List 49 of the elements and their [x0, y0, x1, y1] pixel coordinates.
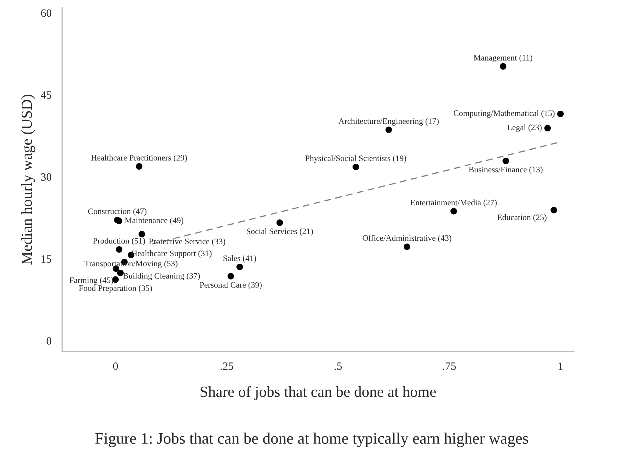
annotation: Computing/Mathematical (15): [454, 110, 555, 118]
point: [236, 264, 244, 270]
annotation: Education (25): [498, 214, 547, 222]
y-tick-label: 0: [46, 337, 52, 345]
annotation: Architecture/Engineering (17): [338, 118, 439, 126]
y-tick-label: 15: [42, 256, 52, 263]
x-axis-title: Share of jobs that can be done at home: [200, 386, 436, 400]
x-tick-label: .75: [443, 362, 456, 370]
point: [500, 63, 507, 70]
point: [228, 273, 234, 280]
point: [116, 246, 123, 253]
annotation: Personal Care (39): [200, 282, 262, 290]
annotation: Office/Administrative (43): [362, 235, 452, 243]
point: [450, 208, 458, 215]
annotation: Production (51): [93, 238, 146, 246]
point: [136, 163, 143, 170]
point: [550, 207, 558, 214]
y-tick-label: 30: [41, 174, 52, 182]
caption: Figure 1: Jobs that can be done at home typically earn higher wages: [96, 432, 528, 448]
annotation: Entertainment/Media (27): [410, 200, 497, 208]
annotation: Legal (23): [508, 124, 542, 132]
annotation: Construction (47): [88, 208, 147, 216]
annotation: Building Cleaning (37): [123, 273, 200, 281]
point: [544, 125, 552, 132]
annotation: Farming (45): [70, 277, 114, 285]
annotation: Protective Service (33): [149, 238, 226, 246]
x-tick-label: .5: [334, 362, 342, 370]
annotation: Healthcare Practitioners (29): [91, 154, 188, 162]
y-axis-title: Median hourly wage (USD): [21, 94, 36, 265]
point: [138, 231, 146, 238]
point: [117, 270, 124, 276]
x-tick-label: 1: [558, 362, 563, 370]
annotation: Food Preparation (35): [79, 285, 152, 293]
point: [276, 220, 284, 226]
annotation: Maintenance (49): [125, 218, 184, 226]
y-tick-label: 60: [41, 10, 52, 18]
x-tick-label: 0: [113, 362, 118, 370]
point: [557, 110, 564, 118]
x-tick-label: .25: [220, 362, 234, 370]
point: [502, 158, 510, 164]
annotation: Sales (41): [224, 255, 256, 264]
annotation: Business/Finance (13): [469, 166, 543, 174]
point: [404, 244, 410, 250]
annotation: Physical/Social Scientists (19): [306, 155, 406, 164]
point: [386, 126, 392, 134]
y-tick-label: 45: [41, 92, 52, 100]
annotation: Social Services (21): [246, 228, 314, 236]
annotation: Management (11): [474, 54, 533, 62]
point: [352, 164, 360, 170]
